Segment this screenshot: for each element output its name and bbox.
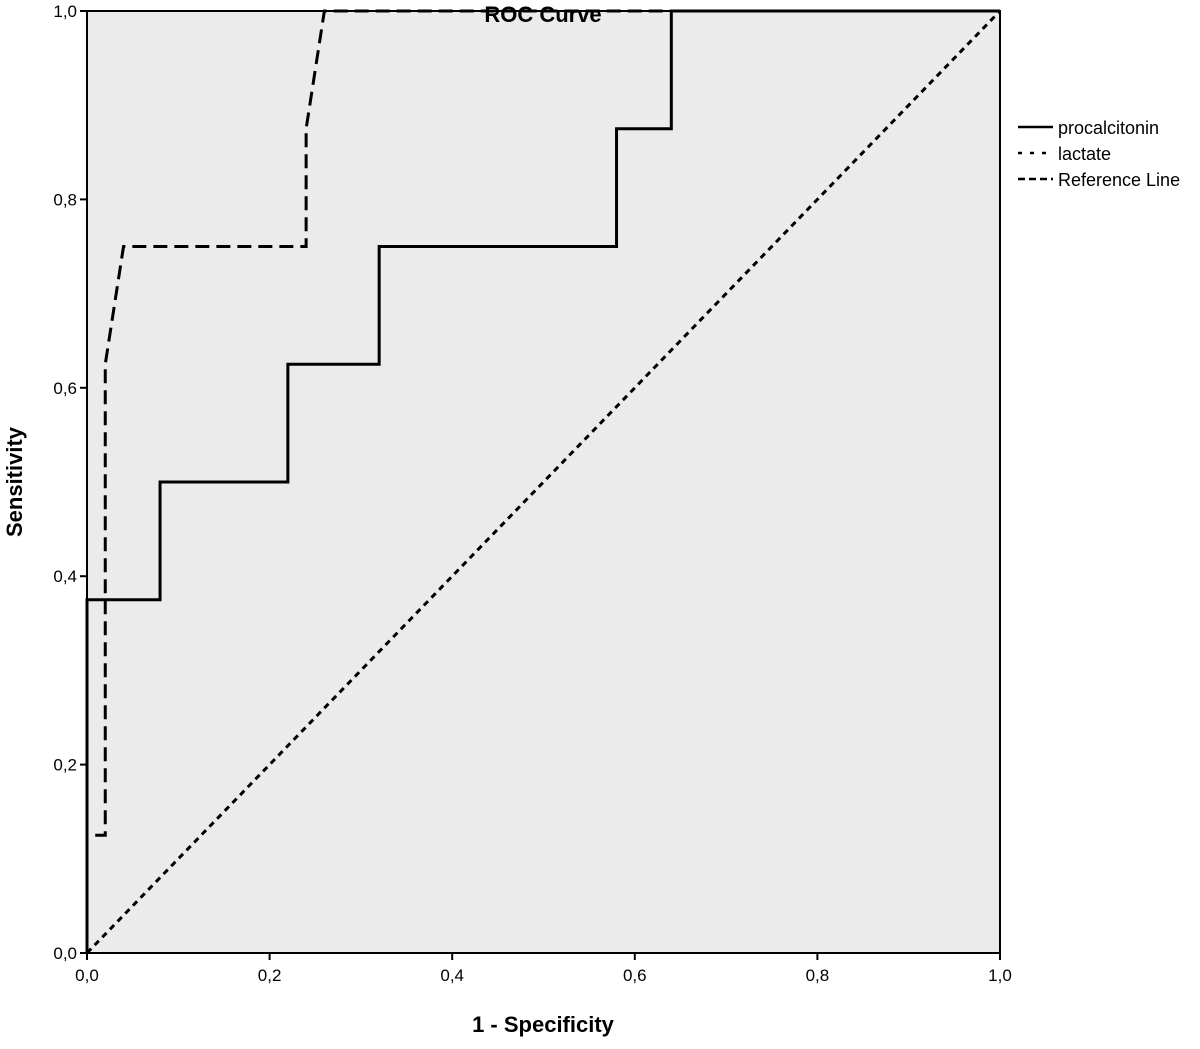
- legend: procalcitonin lactate Reference Line: [1018, 118, 1180, 190]
- legend-label: procalcitonin: [1058, 118, 1159, 138]
- x-tick-label: 0,8: [806, 966, 830, 985]
- x-axis-label: 1 - Specificity: [472, 1012, 615, 1037]
- legend-label: lactate: [1058, 144, 1111, 164]
- y-tick-label: 0,8: [53, 190, 77, 209]
- y-tick-label: 1,0: [53, 2, 77, 21]
- x-tick-label: 0,6: [623, 966, 647, 985]
- x-tick-label: 0,2: [258, 966, 282, 985]
- chart-title: ROC Curve: [484, 2, 601, 27]
- y-tick-label: 0,4: [53, 567, 77, 586]
- x-tick-label: 0,4: [440, 966, 464, 985]
- y-axis-label: Sensitivity: [2, 426, 27, 537]
- legend-label: Reference Line: [1058, 170, 1180, 190]
- series-reference-line: [85, 9, 1002, 955]
- series-lactate: [85, 9, 1000, 953]
- x-tick-label: 0,0: [75, 966, 99, 985]
- y-tick-label: 0,2: [53, 756, 77, 775]
- x-tick-label: 1,0: [988, 966, 1012, 985]
- y-tick-label: 0,6: [53, 379, 77, 398]
- series-procalcitonin: [85, 9, 1000, 953]
- y-tick-label: 0,0: [53, 944, 77, 963]
